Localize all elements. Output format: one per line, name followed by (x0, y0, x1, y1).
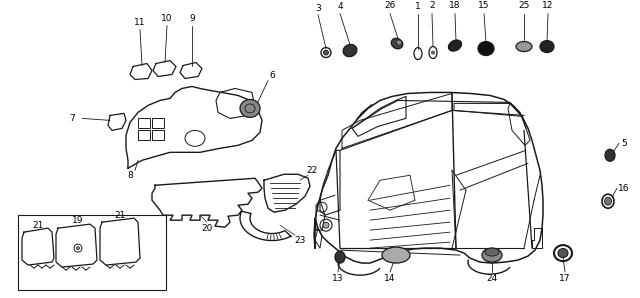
Bar (152, 118, 164, 128)
Ellipse shape (478, 41, 494, 55)
Text: 26: 26 (384, 1, 396, 10)
Text: 23: 23 (294, 236, 306, 245)
Text: 25: 25 (518, 1, 530, 10)
Ellipse shape (382, 247, 410, 263)
Text: 22: 22 (307, 166, 317, 175)
Text: 11: 11 (134, 18, 146, 27)
Text: 15: 15 (478, 1, 490, 10)
Text: 1: 1 (415, 2, 421, 11)
Text: 18: 18 (449, 1, 461, 10)
Text: 19: 19 (72, 216, 84, 225)
Ellipse shape (605, 197, 611, 205)
Text: 5: 5 (621, 139, 627, 148)
Ellipse shape (605, 149, 615, 161)
Ellipse shape (516, 41, 532, 52)
Circle shape (77, 247, 79, 250)
Circle shape (323, 222, 329, 228)
Text: 10: 10 (161, 14, 173, 23)
Text: 17: 17 (559, 274, 571, 283)
Ellipse shape (391, 38, 403, 49)
Text: 7: 7 (69, 114, 75, 123)
Ellipse shape (396, 40, 402, 45)
Text: 20: 20 (202, 224, 212, 233)
Text: 16: 16 (618, 184, 630, 193)
Text: 4: 4 (337, 2, 343, 11)
Text: 13: 13 (332, 274, 344, 283)
Ellipse shape (343, 44, 357, 57)
Text: 12: 12 (542, 1, 554, 10)
Ellipse shape (558, 249, 568, 257)
Text: 6: 6 (269, 71, 275, 80)
Text: 14: 14 (384, 274, 396, 283)
Text: 9: 9 (189, 14, 195, 23)
Ellipse shape (540, 41, 554, 52)
Ellipse shape (335, 251, 345, 263)
Text: 3: 3 (315, 4, 321, 13)
Text: 21: 21 (115, 211, 125, 220)
Ellipse shape (240, 100, 260, 117)
Text: 8: 8 (127, 171, 133, 180)
Text: 21: 21 (32, 221, 44, 230)
Ellipse shape (449, 40, 461, 51)
Circle shape (323, 50, 328, 55)
Ellipse shape (485, 248, 499, 256)
Bar (138, 130, 150, 140)
Text: 24: 24 (486, 274, 498, 283)
Circle shape (431, 51, 435, 54)
Ellipse shape (482, 248, 502, 262)
Bar (138, 118, 150, 128)
Bar (18, 215, 166, 290)
Text: 2: 2 (429, 1, 435, 10)
Bar (152, 130, 164, 140)
